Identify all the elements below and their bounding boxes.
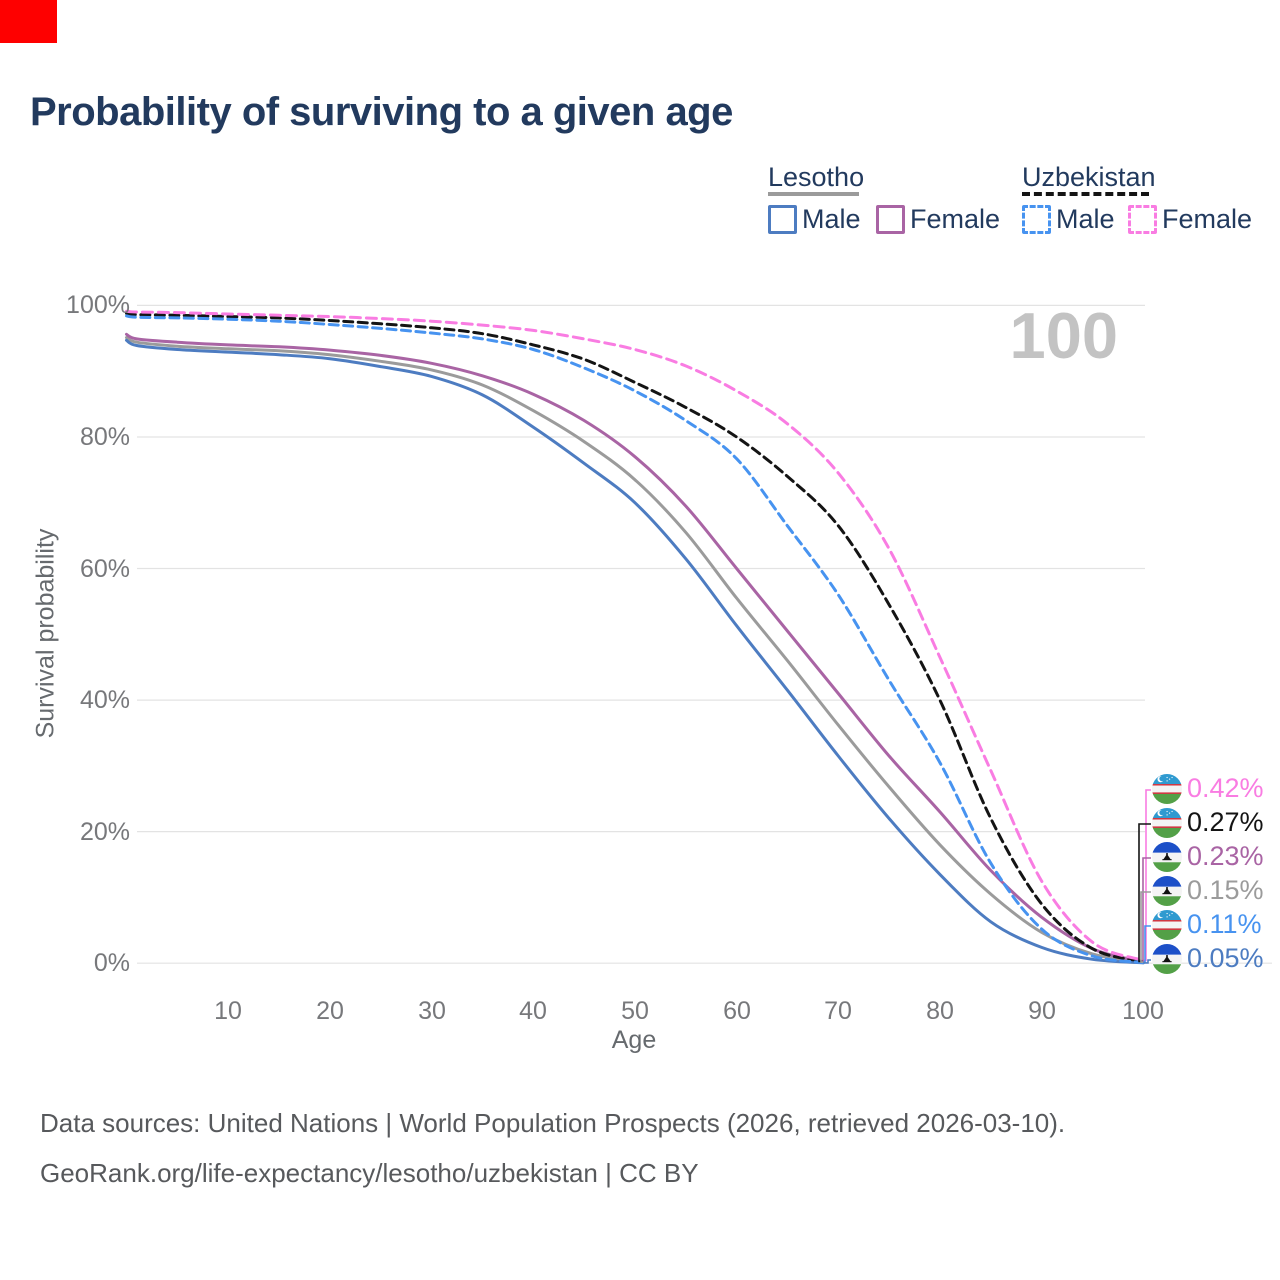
- footer-sources: Data sources: United Nations | World Pop…: [40, 1108, 1066, 1138]
- legend-underline-lesotho: [768, 192, 859, 196]
- y-tick-label: 60%: [79, 555, 130, 583]
- legend-swatch-lesotho-male: [768, 205, 797, 234]
- survival-curve-uzbekistan-female: [125, 309, 1145, 962]
- x-tick-label: 40: [519, 997, 547, 1025]
- x-tick-label: 100: [1122, 997, 1164, 1025]
- end-label-value: 0.27%: [1187, 807, 1264, 837]
- end-label-value: 0.05%: [1187, 943, 1264, 973]
- end-label-row-uzbekistan-both: 0.27%: [1152, 807, 1264, 838]
- uzbekistan-flag-icon: [1152, 909, 1182, 940]
- lesotho-flag-icon: [1152, 943, 1182, 974]
- legend-item-lesotho-female[interactable]: Female: [876, 204, 1000, 235]
- legend-item-uzbekistan-male[interactable]: Male: [1022, 204, 1115, 235]
- survival-curve-uzbekistan-male: [125, 314, 1145, 964]
- end-label-row-lesotho-both: 0.15%: [1152, 875, 1264, 906]
- y-tick-label: 80%: [79, 423, 130, 451]
- x-tick-label: 30: [418, 997, 446, 1025]
- survival-curve-lesotho-both: [125, 336, 1145, 964]
- legend-label: Male: [802, 204, 861, 234]
- end-label-value: 0.23%: [1187, 841, 1264, 871]
- end-label-row-uzbekistan-male: 0.11%: [1152, 909, 1262, 940]
- uzbekistan-flag-icon: [1152, 807, 1182, 838]
- x-tick-label: 90: [1028, 997, 1056, 1025]
- legend-swatch-uzbekistan-male: [1022, 205, 1051, 234]
- y-tick-label: 20%: [79, 818, 130, 846]
- legend-label: Male: [1056, 204, 1115, 234]
- legend-item-uzbekistan-female[interactable]: Female: [1128, 204, 1252, 235]
- lesotho-flag-icon: [1152, 875, 1182, 906]
- age-watermark: 100: [1009, 299, 1118, 372]
- y-tick-label: 100%: [66, 291, 130, 319]
- footer: Data sources: United Nations | World Pop…: [40, 1098, 1065, 1198]
- end-label-row-lesotho-female: 0.23%: [1152, 841, 1264, 872]
- legend-label: Female: [910, 204, 1001, 234]
- legend-swatch-uzbekistan-female: [1128, 205, 1157, 234]
- x-tick-label: 60: [723, 997, 751, 1025]
- end-label-value: 0.11%: [1187, 909, 1262, 939]
- chart-title: Probability of surviving to a given age: [30, 90, 733, 134]
- y-tick-label: 40%: [79, 686, 130, 714]
- uzbekistan-flag-icon: [1152, 773, 1182, 804]
- legend-underline-uzbekistan: [1022, 192, 1149, 196]
- legend-group-lesotho: Lesotho: [768, 162, 865, 192]
- survival-curve-uzbekistan-both: [125, 311, 1145, 963]
- x-axis-title: Age: [611, 1026, 657, 1054]
- legend-swatch-lesotho-female: [876, 205, 905, 234]
- x-tick-label: 80: [926, 997, 954, 1025]
- x-tick-label: 50: [621, 997, 649, 1025]
- end-label-connector: [1140, 891, 1151, 963]
- y-tick-label: 0%: [93, 949, 130, 977]
- legend-label: Female: [1162, 204, 1253, 234]
- x-tick-label: 70: [824, 997, 852, 1025]
- survival-curve-lesotho-female: [125, 332, 1145, 964]
- end-label-row-uzbekistan-female: 0.42%: [1152, 773, 1264, 804]
- legend-item-lesotho-male[interactable]: Male: [768, 204, 861, 235]
- end-label-row-lesotho-male: 0.05%: [1152, 943, 1264, 974]
- end-label-value: 0.15%: [1187, 875, 1264, 905]
- end-label-value: 0.42%: [1187, 773, 1264, 803]
- end-label-connector: [1143, 959, 1151, 964]
- survival-curve-lesotho-male: [125, 338, 1145, 965]
- footer-link: GeoRank.org/life-expectancy/lesotho/uzbe…: [40, 1158, 699, 1188]
- lesotho-flag-icon: [1152, 841, 1182, 872]
- recording-marker: [0, 0, 57, 43]
- x-tick-label: 10: [214, 997, 242, 1025]
- end-label-connector: [1143, 925, 1151, 964]
- legend-group-uzbekistan: Uzbekistan: [1022, 162, 1156, 192]
- x-tick-label: 20: [316, 997, 344, 1025]
